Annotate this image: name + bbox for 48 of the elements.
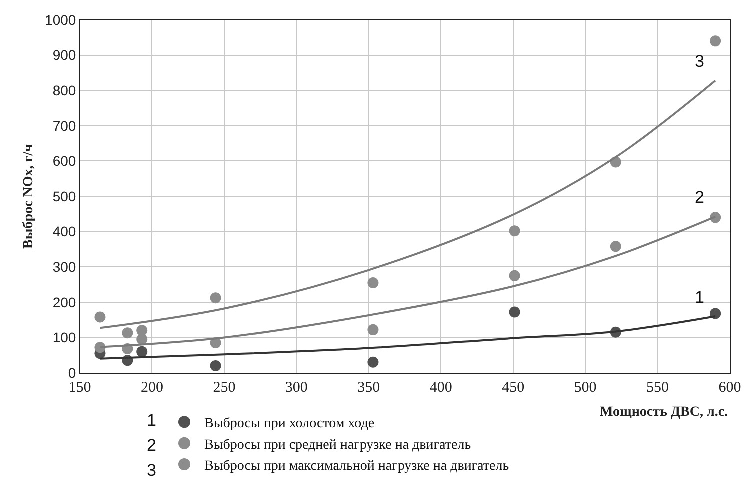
y-tick-label: 300 [52,259,76,275]
point [136,325,148,336]
text: 3 [147,461,156,480]
y-axis-title: Выброс NOx, г/ч [22,144,37,249]
point [509,306,520,318]
x-tick-label: 500 [574,380,597,396]
point [368,277,379,288]
legend-label: Выбросы при средней нагрузке на двигатель [204,438,472,453]
y-tick-label: 800 [52,82,76,98]
point [710,308,722,320]
y-tick-label: 0 [68,364,76,381]
x-tick-label: 450 [502,380,525,396]
line-series [99,80,717,330]
y-tick-label: 200 [52,294,76,310]
point [94,312,106,323]
x-tick-label: 550 [646,380,670,396]
point [210,292,222,304]
point [136,346,148,358]
y-tick-label: 400 [52,224,76,240]
y-tick-label: 1000 [45,12,76,28]
text: 1 [147,411,156,430]
point [122,328,134,339]
legend-label: Выбросы при максимальной нагрузке на двигатель [204,458,510,474]
annotation: 3 [695,52,704,71]
point [509,270,520,282]
y-tick-label: 600 [52,153,76,170]
x-tick-label: 300 [285,380,308,396]
point [710,36,722,47]
point [368,324,379,336]
annotation: 2 [695,188,704,207]
point [509,226,520,237]
y-tick-label: 900 [52,47,76,64]
text: 2 [147,436,156,455]
point [610,241,622,252]
y-tick-label: 700 [52,118,76,134]
x-tick-label: 200 [140,380,164,396]
y-tick-label: 500 [52,188,76,204]
x-tick-label: 350 [358,380,380,396]
y-tick-label: 100 [52,330,76,346]
point [368,356,379,368]
annotation: 1 [695,288,704,307]
point [210,360,222,372]
x-axis-title: Мощность ДВС, л.с. [600,405,728,420]
legend-label: Выбросы при холостом ходе [204,416,375,432]
x-tick-label: 400 [430,380,452,396]
x-tick-label: 600 [718,380,742,396]
x-tick-label: 150 [68,380,92,396]
x-tick-label: 250 [213,380,236,396]
